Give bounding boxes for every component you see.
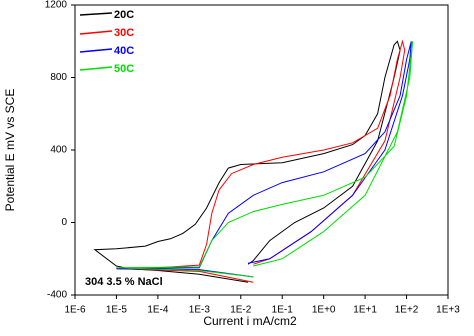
x-tick-label: 1E-3 — [189, 305, 211, 316]
y-tick-label: 400 — [50, 145, 67, 156]
x-tick-label: 1E-6 — [64, 305, 86, 316]
x-tick-label: 1E-5 — [106, 305, 128, 316]
legend-swatch — [79, 30, 113, 35]
legend-swatch — [79, 48, 113, 53]
y-tick-label: -400 — [47, 290, 67, 301]
annotation: 304 3.5 % NaCl — [85, 276, 163, 288]
x-tick-label: 1E+1 — [353, 305, 377, 316]
series-line — [116, 41, 414, 278]
legend-swatch — [79, 12, 113, 16]
x-tick-label: 1E+2 — [395, 305, 419, 316]
y-tick-label: 800 — [50, 72, 67, 83]
x-tick-label: 1E+0 — [312, 305, 336, 316]
legend-label: 20C — [114, 9, 134, 21]
legend-label: 30C — [114, 27, 134, 39]
x-tick-label: 1E-1 — [272, 305, 294, 316]
x-tick-label: 1E-4 — [147, 305, 169, 316]
x-tick-label: 1E-2 — [230, 305, 252, 316]
series-line — [116, 39, 406, 283]
y-tick-label: 0 — [61, 217, 67, 228]
legend-label: 40C — [114, 45, 134, 57]
y-axis-label: Potential E mV vs SCE — [3, 89, 17, 212]
series-line — [93, 40, 401, 283]
legend-label: 50C — [114, 63, 134, 75]
legend-swatch — [79, 66, 113, 71]
x-axis-label: Current i mA/cm2 — [203, 314, 297, 328]
y-tick-label: 1200 — [45, 0, 68, 11]
x-tick-label: 1E+3 — [436, 305, 460, 316]
